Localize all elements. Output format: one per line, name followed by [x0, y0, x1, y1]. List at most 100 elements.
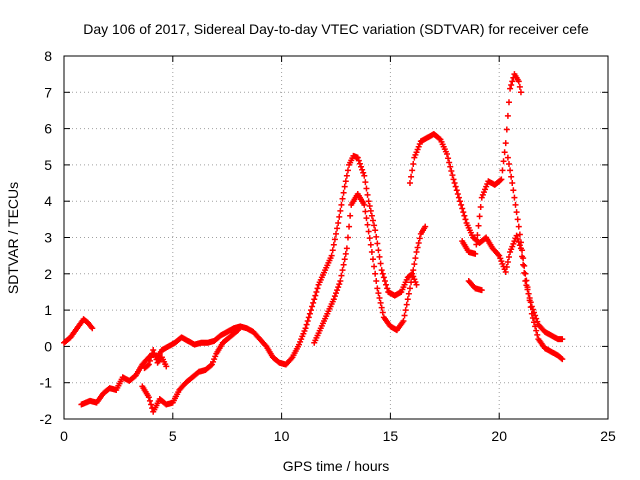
data-point — [373, 278, 380, 285]
data-point — [455, 194, 462, 201]
data-point — [406, 285, 413, 292]
data-point — [532, 323, 539, 330]
data-point — [366, 235, 373, 242]
data-point — [495, 251, 502, 258]
data-point — [310, 299, 317, 306]
data-point — [517, 239, 524, 246]
data-point — [148, 354, 155, 361]
data-point — [409, 273, 416, 280]
data-point — [344, 234, 351, 241]
axis-ticks: 0 5 10 15 20 25 -2 -1 0 1 2 3 4 5 6 7 8 — [40, 48, 616, 444]
data-point — [410, 160, 417, 167]
data-point — [334, 225, 341, 232]
data-point — [521, 269, 528, 276]
data-point — [475, 222, 482, 229]
data-point — [446, 159, 453, 166]
data-point — [338, 272, 345, 279]
data-point — [364, 191, 371, 198]
data-point — [513, 209, 520, 216]
data-point — [369, 256, 376, 263]
data-point — [525, 290, 532, 297]
data-point — [502, 140, 509, 147]
data-point — [529, 314, 536, 321]
data-point — [520, 261, 527, 268]
data-point — [508, 82, 515, 89]
data-point — [401, 312, 408, 319]
data-point — [526, 297, 533, 304]
data-point — [411, 261, 418, 268]
data-point — [365, 228, 372, 235]
data-point — [330, 296, 337, 303]
data-point — [339, 195, 346, 202]
data-point — [409, 167, 416, 174]
data-point — [406, 180, 413, 187]
y-tick-label: 6 — [44, 121, 52, 137]
data-point — [207, 362, 214, 369]
data-point — [376, 253, 383, 260]
data-point — [450, 176, 457, 183]
data-point — [333, 230, 339, 237]
data-point — [513, 232, 520, 239]
data-point — [89, 325, 96, 332]
data-point — [462, 216, 469, 223]
x-tick-label: 10 — [274, 428, 290, 444]
data-point — [359, 166, 366, 173]
data-point — [371, 263, 378, 270]
data-point — [329, 247, 336, 254]
data-point — [500, 158, 507, 165]
data-point — [145, 361, 152, 368]
data-point — [312, 292, 319, 299]
data-point — [371, 222, 378, 229]
data-point — [334, 287, 341, 294]
data-point — [336, 281, 343, 288]
data-point — [414, 244, 421, 251]
data-point — [337, 278, 344, 285]
data-point — [302, 325, 309, 332]
data-point — [307, 307, 314, 314]
data-point — [522, 270, 529, 277]
data-point — [499, 167, 506, 174]
data-point — [477, 203, 484, 210]
data-point — [339, 267, 346, 274]
data-point — [436, 135, 443, 142]
data-point — [472, 250, 479, 257]
series-segment-h — [465, 278, 485, 294]
data-point — [443, 151, 450, 158]
data-point — [531, 319, 538, 326]
data-point — [515, 223, 522, 230]
data-point — [505, 99, 512, 106]
data-points — [61, 71, 566, 415]
data-point — [408, 279, 415, 286]
y-tick-label: 2 — [44, 266, 52, 282]
y-tick-label: 0 — [44, 338, 52, 354]
data-point — [559, 336, 566, 343]
series-segment-g — [459, 71, 524, 257]
data-point — [445, 155, 452, 162]
data-point — [413, 281, 420, 288]
data-point — [447, 163, 454, 170]
data-point — [514, 235, 521, 242]
data-point — [524, 284, 531, 291]
x-tick-label: 20 — [491, 428, 507, 444]
data-point — [374, 240, 381, 247]
data-point — [347, 212, 354, 219]
data-point — [144, 362, 151, 369]
data-point — [304, 317, 311, 324]
data-point — [381, 278, 388, 285]
data-point — [340, 261, 347, 268]
data-point — [356, 160, 363, 167]
series-segment-c — [139, 327, 242, 415]
data-point — [380, 274, 387, 281]
data-point — [378, 304, 385, 311]
data-point — [514, 216, 521, 223]
data-point — [458, 201, 465, 208]
data-point — [452, 183, 459, 190]
data-point — [378, 267, 385, 274]
data-point — [516, 242, 523, 249]
data-point — [335, 284, 342, 291]
data-point — [402, 307, 409, 314]
y-tick-label: -1 — [40, 375, 53, 391]
data-point — [364, 221, 371, 228]
data-point — [306, 310, 313, 317]
data-point — [449, 172, 456, 179]
